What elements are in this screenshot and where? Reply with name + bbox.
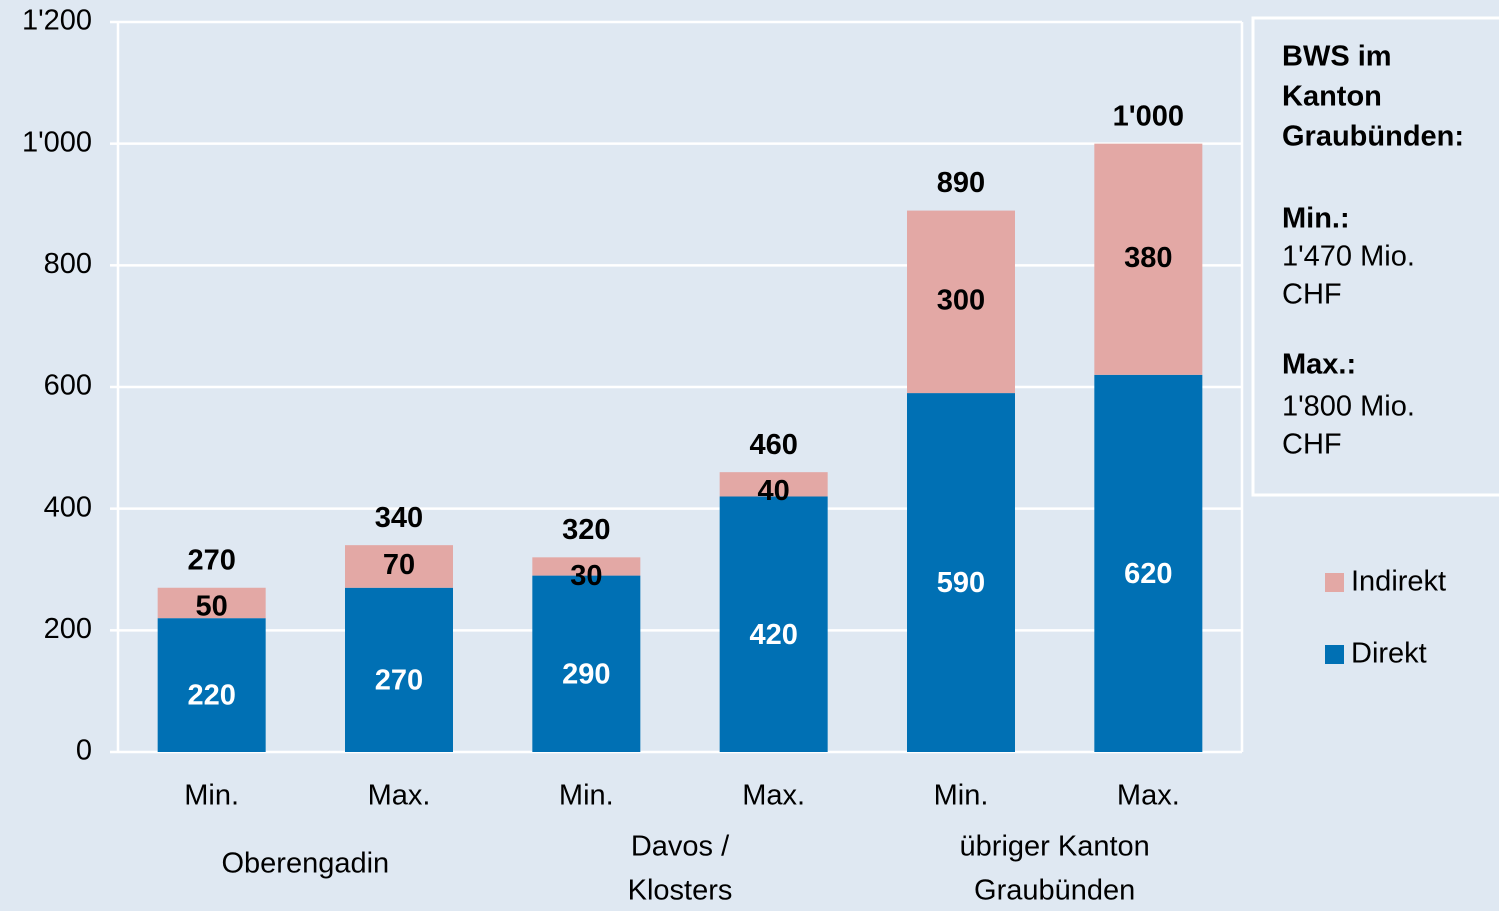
y-tick-label: 600 bbox=[44, 370, 92, 402]
legend-label: Indirekt bbox=[1351, 566, 1446, 598]
bar-segment bbox=[532, 575, 641, 752]
bar-segment bbox=[1094, 374, 1203, 752]
bar-segment bbox=[157, 587, 266, 619]
bar-segment bbox=[907, 210, 1015, 394]
y-tick-label: 400 bbox=[44, 491, 92, 523]
total-label: 1'000 bbox=[1113, 100, 1184, 132]
legend-swatch bbox=[1325, 573, 1344, 592]
x-tick-label: Min. bbox=[559, 780, 614, 812]
y-tick-label: 0 bbox=[76, 735, 92, 767]
group-label: Graubünden bbox=[974, 875, 1135, 907]
group-label: übriger Kanton bbox=[960, 831, 1150, 863]
y-tick-label: 800 bbox=[44, 248, 92, 280]
legend-label: Direkt bbox=[1351, 638, 1427, 670]
annotation-label: Max.: bbox=[1282, 349, 1356, 381]
value-label: 290 bbox=[562, 658, 610, 690]
annotation-value: CHF bbox=[1282, 279, 1342, 311]
bar-segment bbox=[157, 618, 266, 752]
value-label: 620 bbox=[1124, 558, 1172, 590]
value-label: 270 bbox=[375, 665, 423, 697]
value-label: 590 bbox=[937, 567, 985, 599]
total-label: 340 bbox=[375, 502, 423, 534]
total-label: 460 bbox=[749, 429, 797, 461]
value-label: 70 bbox=[383, 549, 415, 581]
total-label: 320 bbox=[562, 514, 610, 546]
group-label: Oberengadin bbox=[221, 848, 389, 880]
x-tick-label: Max. bbox=[368, 780, 431, 812]
annotation-value: 1'800 Mio. bbox=[1282, 391, 1415, 423]
bar-segment bbox=[907, 393, 1015, 752]
value-label: 30 bbox=[570, 560, 602, 592]
annotation-value: CHF bbox=[1282, 429, 1342, 461]
value-label: 220 bbox=[187, 680, 235, 712]
total-label: 270 bbox=[187, 544, 235, 576]
bar-segment bbox=[345, 587, 453, 752]
annotation-title: BWS im bbox=[1282, 41, 1392, 73]
value-label: 380 bbox=[1124, 242, 1172, 274]
annotation-box bbox=[1251, 16, 1499, 497]
value-label: 300 bbox=[937, 284, 985, 316]
y-tick-label: 200 bbox=[44, 613, 92, 645]
x-tick-label: Max. bbox=[742, 780, 805, 812]
bar-segment bbox=[719, 496, 828, 752]
annotation-label: Min.: bbox=[1282, 203, 1350, 235]
annotation-title: Kanton bbox=[1282, 81, 1382, 113]
x-tick-label: Min. bbox=[184, 780, 239, 812]
group-label: Davos / bbox=[631, 831, 730, 863]
annotation-title: Graubünden: bbox=[1282, 121, 1464, 153]
bar-segment bbox=[719, 472, 828, 497]
x-tick-label: Max. bbox=[1117, 780, 1180, 812]
annotation-value: 1'470 Mio. bbox=[1282, 241, 1415, 273]
x-tick-label: Min. bbox=[934, 780, 989, 812]
bar-segment bbox=[1094, 143, 1203, 375]
value-label: 420 bbox=[749, 619, 797, 651]
value-label: 40 bbox=[758, 475, 790, 507]
y-tick-label: 1'200 bbox=[22, 5, 92, 37]
legend-swatch bbox=[1325, 645, 1344, 664]
group-label: Klosters bbox=[628, 875, 733, 907]
bar-segment bbox=[532, 557, 641, 576]
bar-segment bbox=[345, 545, 453, 588]
y-tick-label: 1'000 bbox=[22, 126, 92, 158]
total-label: 890 bbox=[937, 167, 985, 199]
value-label: 50 bbox=[196, 590, 228, 622]
